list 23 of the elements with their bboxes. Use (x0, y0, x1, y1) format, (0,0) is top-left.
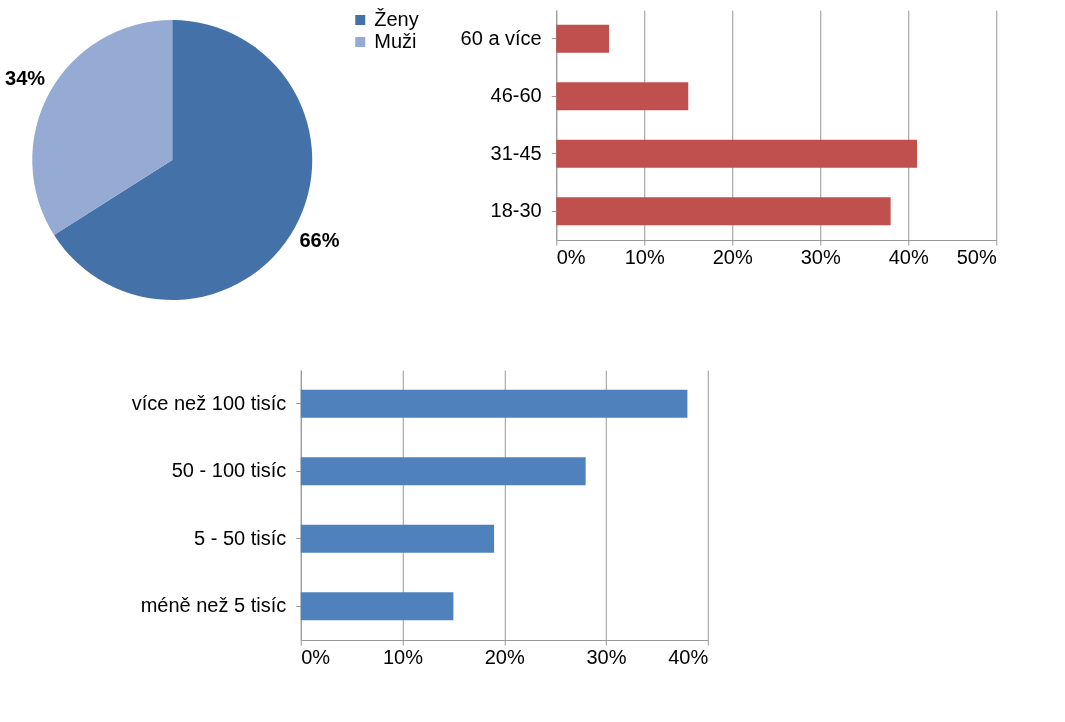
x-tick-label: 30% (800, 245, 841, 268)
x-tick-label: 50% (956, 245, 997, 268)
legend-label: Muži (374, 30, 417, 52)
y-tick-label: 46-60 (490, 84, 542, 107)
y-tick-label: 31-45 (490, 141, 542, 164)
x-tick-label: 40% (668, 645, 709, 668)
legend-label: Ženy (374, 8, 419, 30)
y-tick-label: 18-30 (490, 199, 542, 222)
y-tick-label: 5 - 50 tisíc (193, 526, 287, 549)
x-tick-label: 20% (712, 245, 753, 268)
x-tick-label: 10% (624, 245, 665, 268)
x-tick-label: 20% (484, 645, 525, 668)
x-tick-label: 30% (586, 645, 627, 668)
x-tick-label: 0% (556, 245, 586, 268)
x-tick-label: 0% (301, 645, 331, 668)
x-tick-label: 40% (888, 245, 929, 268)
data-label: 34% (5, 67, 46, 90)
y-tick-label: více než 100 tisíc (131, 391, 287, 414)
data-label: 66% (299, 228, 340, 251)
y-tick-label: 60 a více (460, 26, 542, 49)
y-tick-label: méně než 5 tisíc (140, 594, 287, 617)
y-tick-label: 50 - 100 tisíc (171, 459, 287, 482)
x-tick-label: 10% (382, 645, 424, 668)
